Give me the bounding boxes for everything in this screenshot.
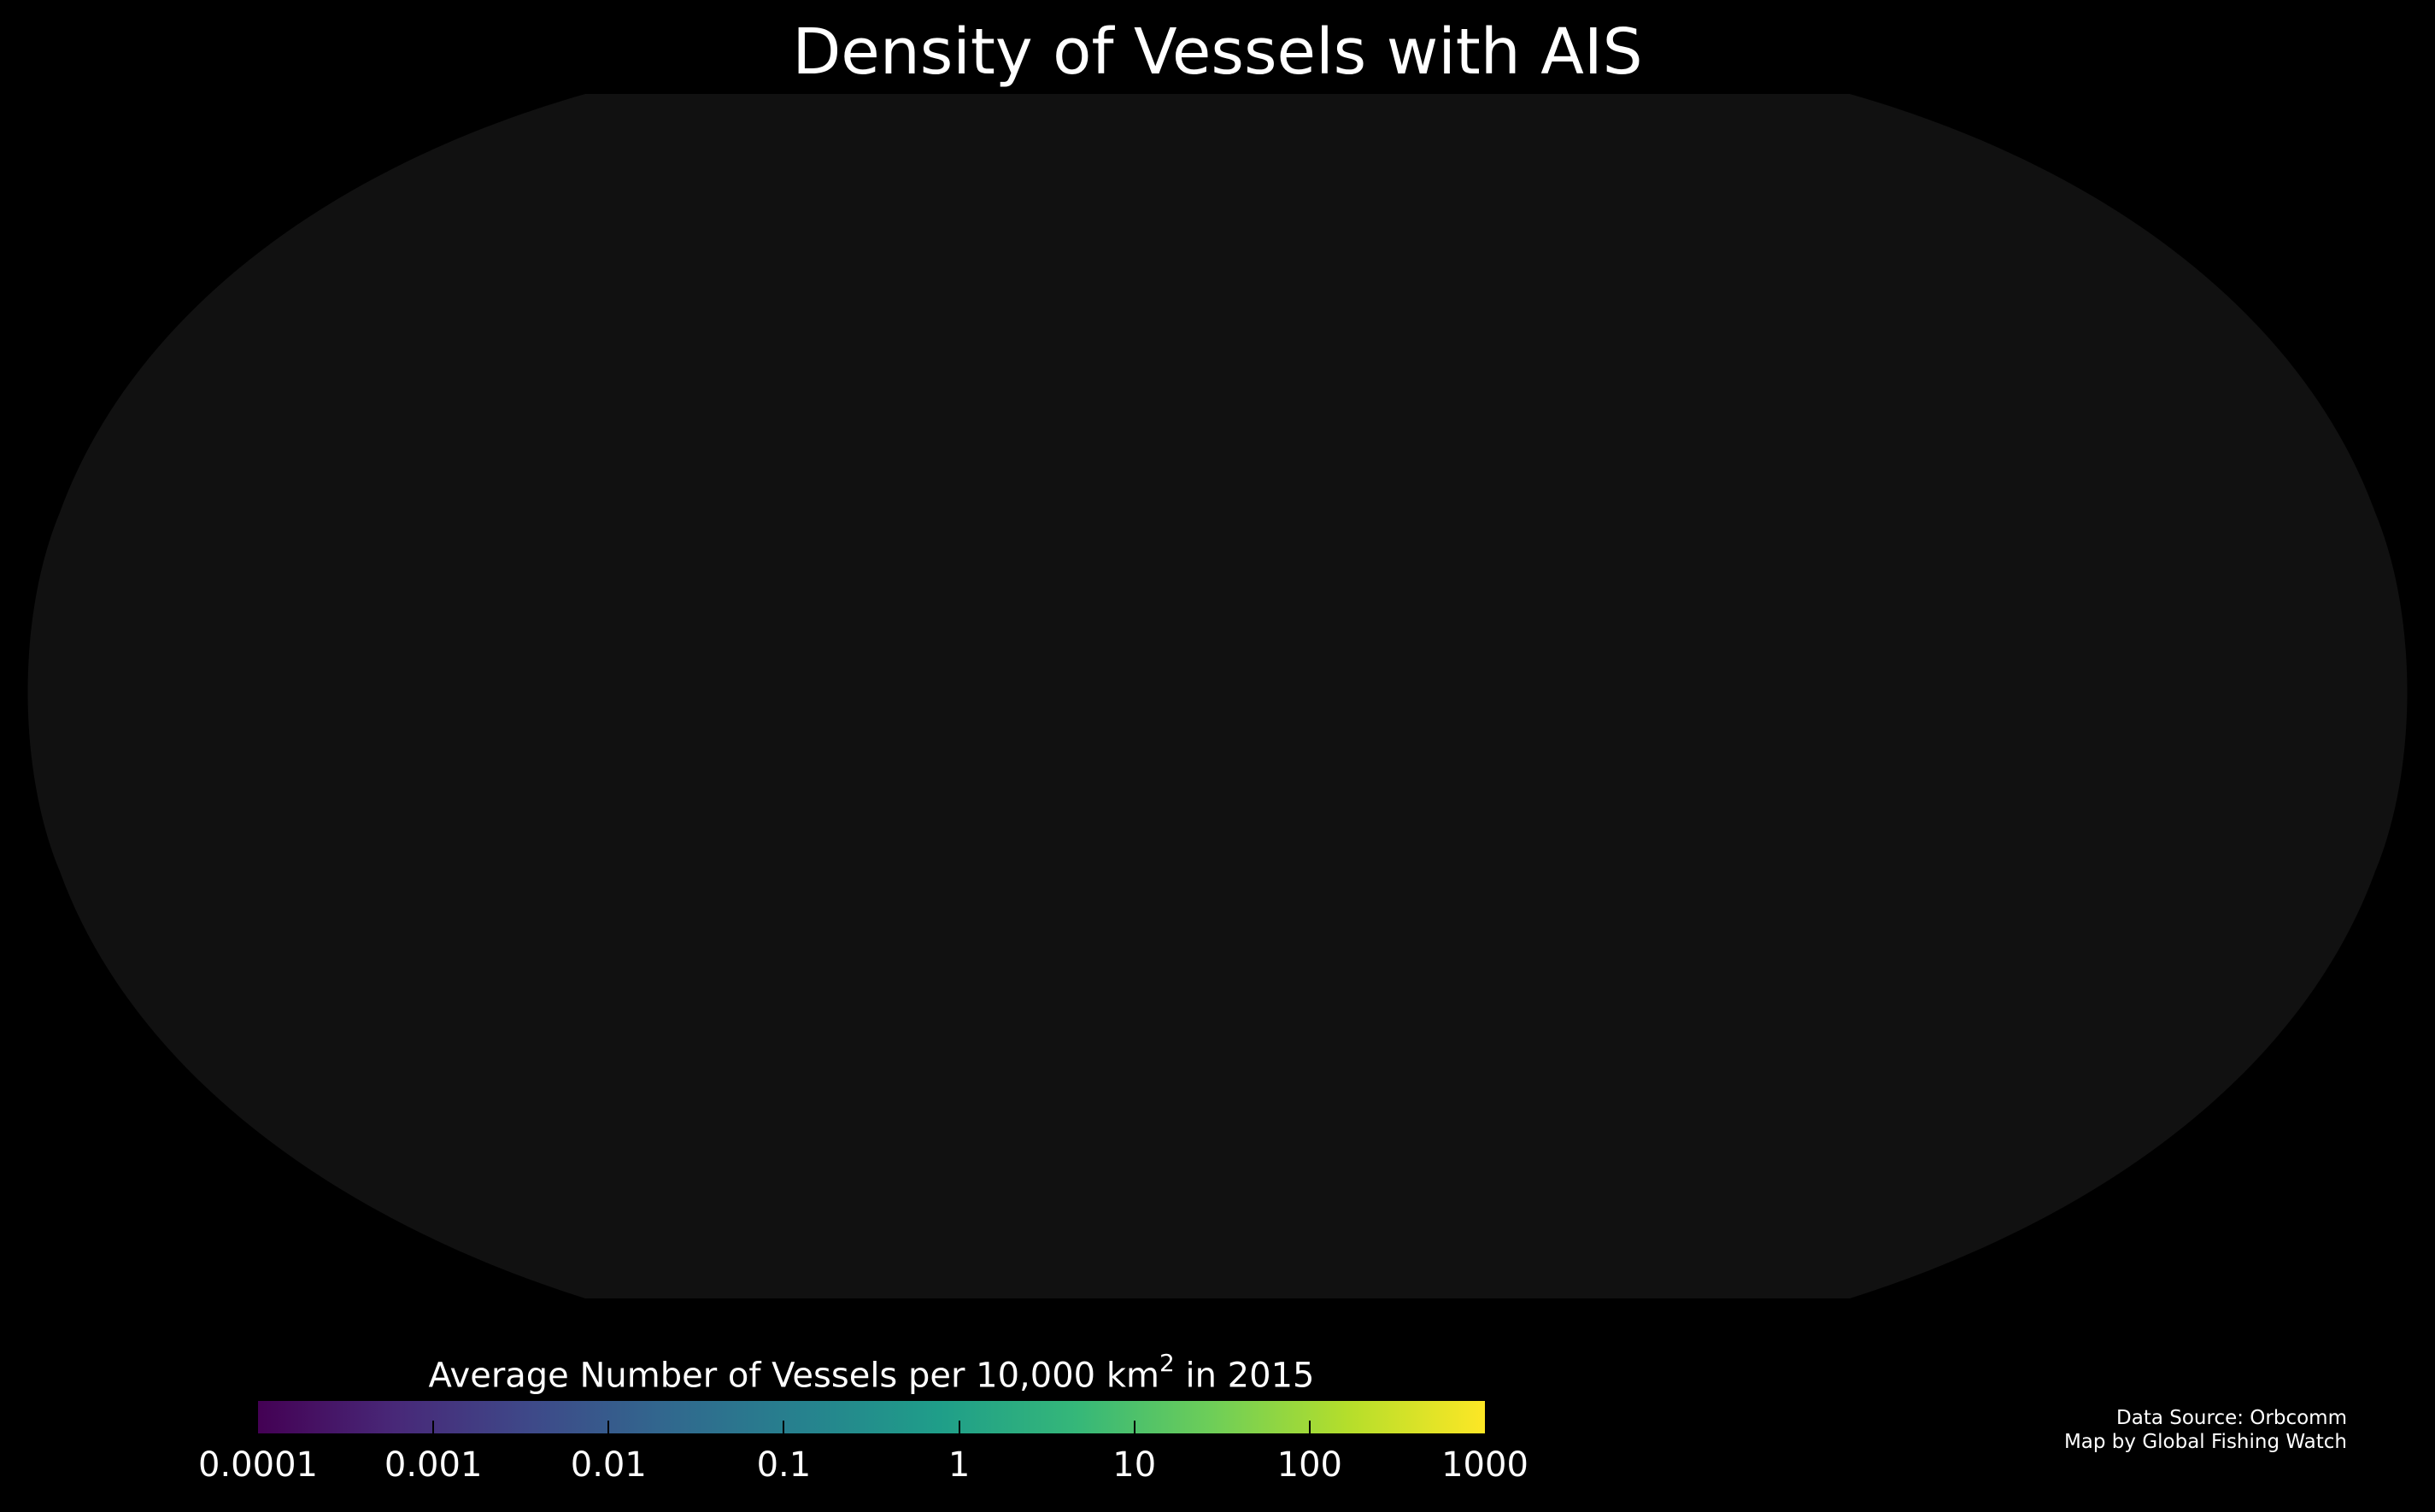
colorbar-tick-mark — [783, 1421, 785, 1433]
data-source-credit: Data Source: Orbcomm — [2116, 1407, 2347, 1429]
colorbar-tick-label: 0.1 — [756, 1445, 812, 1485]
colorbar-tick-label: 0.001 — [384, 1445, 483, 1485]
colorbar-tick-label: 0.01 — [570, 1445, 647, 1485]
colorbar-label: Average Number of Vessels per 10,000 km2… — [428, 1349, 1315, 1396]
map-author-credit: Map by Global Fishing Watch — [2063, 1431, 2347, 1453]
colorbar-tick-label: 10 — [1112, 1445, 1157, 1485]
colorbar-tick-mark — [432, 1421, 435, 1433]
colorbar-tick-mark — [1133, 1421, 1135, 1433]
world-map — [27, 94, 2408, 1298]
map-title: Density of Vessels with AIS — [792, 15, 1643, 89]
map-outline — [27, 94, 2408, 1298]
colorbar-tick-mark — [1308, 1421, 1311, 1433]
credits: Data Source: Orbcomm Map by Global Fishi… — [2064, 1406, 2347, 1454]
colorbar-tick-label: 100 — [1276, 1445, 1343, 1485]
colorbar-tick-mark — [958, 1421, 960, 1433]
colorbar-tick-mark — [607, 1421, 610, 1433]
colorbar — [258, 1401, 1485, 1433]
colorbar-tick-label: 0.0001 — [198, 1445, 318, 1485]
colorbar-tick-label: 1000 — [1441, 1445, 1528, 1485]
colorbar-tick-label: 1 — [948, 1445, 971, 1485]
